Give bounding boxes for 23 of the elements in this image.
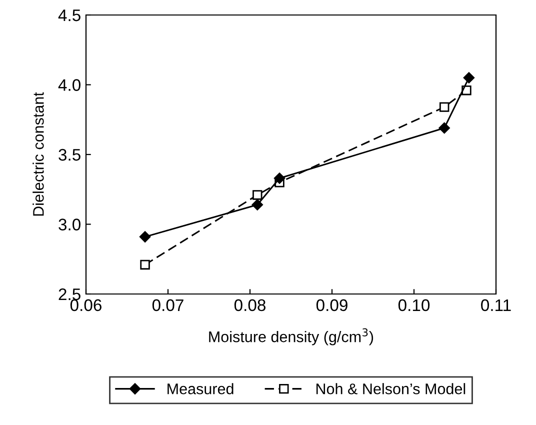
point — [252, 190, 262, 200]
x-tick-label: 0.11 — [481, 299, 511, 312]
point — [438, 122, 450, 134]
y-tick-label: 2.5 — [58, 288, 80, 300]
x-tick-label: 0.10 — [398, 299, 430, 312]
point — [139, 231, 151, 242]
legend-label: Measured — [168, 383, 234, 394]
x-axis-title: Moisture density (g/cm$^{3}$) — [209, 328, 374, 346]
point — [463, 72, 475, 84]
y-tick-label: 4.5 — [58, 10, 80, 22]
x-tick-label: 0.08 — [234, 299, 266, 312]
x-tick-label: 0.09 — [316, 299, 348, 312]
point — [274, 172, 286, 184]
x-tick-label: 0.07 — [152, 299, 184, 312]
y-axis-title: Dielectric constant — [32, 92, 44, 216]
legend-label: Noh & Nelson’s Model — [316, 383, 466, 394]
point — [252, 199, 263, 210]
y-tick-label: 3.0 — [58, 218, 80, 230]
y-tick-label: 4.0 — [58, 79, 80, 91]
y-tick-label: 3.5 — [58, 148, 80, 161]
point — [140, 260, 150, 270]
x-tick-label: 0.06 — [70, 299, 102, 312]
point — [439, 102, 450, 112]
